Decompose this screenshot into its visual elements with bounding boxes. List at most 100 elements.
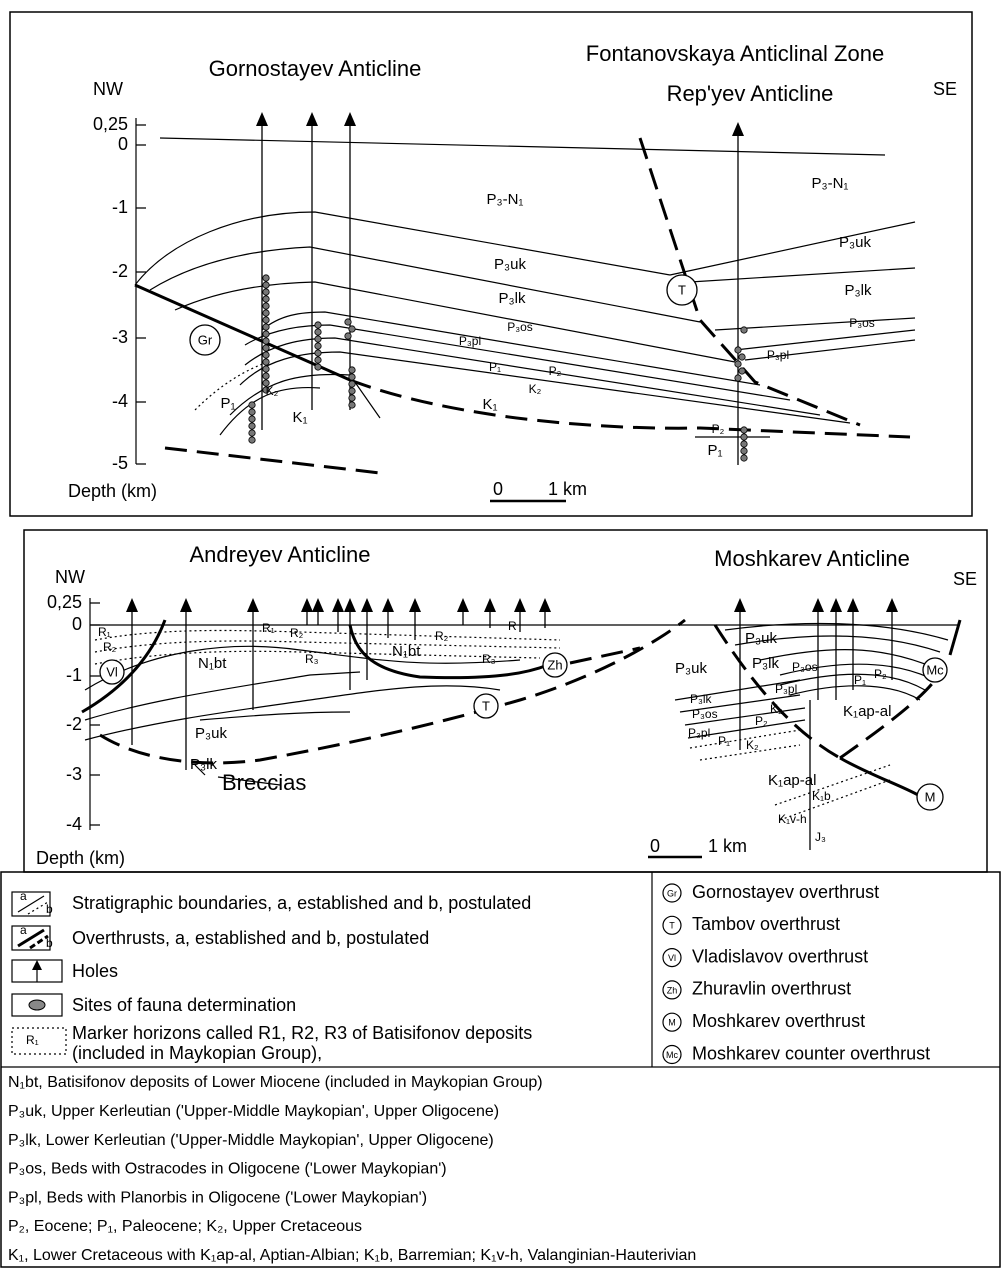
hole-arrow (830, 598, 842, 612)
unit-label: R₂ (103, 640, 117, 654)
legend-text: Gornostayev overthrust (692, 882, 879, 902)
depth-tick: -1 (66, 665, 82, 685)
legend-code: M (668, 1018, 676, 1028)
fauna-site (263, 324, 269, 330)
hole-arrow (514, 598, 526, 612)
fauna-site (249, 409, 255, 415)
depth-axis: 0,25 0 -1 -2 -3 -4 (47, 592, 100, 834)
fauna-site (315, 329, 321, 335)
legend-text: Zhuravlin overthrust (692, 979, 851, 999)
axis-label: Depth (km) (68, 481, 157, 501)
unit-label: P₂ (712, 422, 725, 436)
depth-tick: 0 (72, 614, 82, 634)
overthrust-code: Vl (106, 664, 118, 679)
fauna-site (349, 402, 355, 408)
unit-label: K₁ (292, 409, 307, 426)
fauna-site (249, 416, 255, 422)
unit-label: K₁ap-al (768, 772, 816, 789)
legend-text: Vladislavov overthrust (692, 946, 868, 966)
unit-label: P₁ (220, 395, 235, 412)
hole-arrow (847, 598, 859, 612)
notes: N₁bt, Batisifonov deposits of Lower Mioc… (8, 1074, 696, 1264)
unit-label: N₁bt (198, 655, 227, 672)
fauna-site (315, 357, 321, 363)
fauna-site (315, 350, 321, 356)
unit-label: K₂ (529, 382, 542, 396)
fauna-site (249, 423, 255, 429)
hole-arrow (484, 598, 496, 612)
legend-code: T (669, 921, 675, 931)
unit-label: K₁b (812, 789, 831, 803)
depth-axis: 0,25 0 -1 -2 -3 -4 -5 (93, 114, 146, 473)
bottom-panel (24, 530, 987, 872)
hole-arrow (332, 598, 344, 612)
unit-label: R₃ (305, 652, 319, 666)
fauna-site (263, 338, 269, 344)
unit-label: R₃ (482, 652, 496, 666)
legend-text: Tambov overthrust (692, 914, 840, 934)
note: P₃uk, Upper Kerleutian ('Upper-Middle Ma… (8, 1103, 499, 1120)
unit-label: P₃pl (688, 726, 710, 740)
depth-tick: 0,25 (93, 114, 128, 134)
scale-label: 0 (650, 836, 660, 856)
unit-label: K₁v-h (778, 812, 807, 826)
fauna-site (263, 282, 269, 288)
note: P₂, Eocene; P₁, Paleocene; K₂, Upper Cre… (8, 1218, 362, 1235)
fauna-site (349, 374, 355, 380)
unit-label: P₁ (854, 673, 866, 687)
section-title: Andreyev Anticline (190, 542, 371, 567)
overthrust-code: Zh (547, 657, 562, 672)
hole-arrow (344, 112, 356, 126)
fauna-site (263, 317, 269, 323)
fauna-site (741, 427, 747, 433)
fauna-site (735, 347, 741, 353)
horizons (135, 138, 915, 437)
hole-arrow (886, 598, 898, 612)
hole-arrow (312, 598, 324, 612)
fauna-site (263, 373, 269, 379)
unit-label: P₃os (692, 707, 718, 721)
fauna-site (349, 381, 355, 387)
depth-tick: -3 (66, 764, 82, 784)
depth-tick: -3 (112, 327, 128, 347)
fauna-site (263, 345, 269, 351)
legend-code: Gr (667, 888, 677, 898)
unit-label: P₃pl (775, 682, 797, 696)
legend-text: Marker horizons called R1, R2, R3 of Bat… (72, 1023, 532, 1043)
legend-text: (included in Maykopian Group), (72, 1043, 322, 1063)
unit-label: K₂ (770, 702, 783, 716)
fauna-site (315, 336, 321, 342)
fauna-site (263, 303, 269, 309)
overthrust-code: T (678, 282, 686, 297)
scale-label: 1 km (548, 479, 587, 499)
hole-arrow (344, 598, 356, 612)
unit-label: J₃ (815, 830, 826, 844)
legend-letter: b (46, 902, 53, 916)
fauna-site (263, 352, 269, 358)
direction: NW (55, 567, 85, 587)
note: P₃pl, Beds with Planorbis in Oligocene (… (8, 1189, 427, 1206)
hole-arrow (306, 112, 318, 126)
note: P₃lk, Lower Kerleutian ('Upper-Middle Ma… (8, 1132, 494, 1149)
overthrust-code: M (925, 789, 936, 804)
unit-label: P₃uk (745, 630, 777, 647)
unit-label: K₁ap-al (843, 703, 891, 720)
tick-marks (136, 125, 146, 464)
unit-label: N₁bt (392, 643, 421, 660)
hole-arrow (180, 598, 192, 612)
fauna-site (345, 319, 351, 325)
unit-label: R (508, 619, 517, 633)
legend-text: Sites of fauna determination (72, 995, 296, 1015)
legend-letter: b (46, 936, 53, 950)
scale-label: 1 km (708, 836, 747, 856)
unit-label: P₂ (549, 364, 562, 378)
fauna-site (735, 375, 741, 381)
hole-arrow (409, 598, 421, 612)
fauna-site (249, 402, 255, 408)
legend-letter: R₁ (26, 1033, 39, 1047)
hole-arrow (539, 598, 551, 612)
fauna-site (263, 359, 269, 365)
section-title: Rep'yev Anticline (667, 81, 834, 106)
unit-label: P₃-N₁ (811, 175, 848, 192)
unit-label: K₂ (266, 384, 279, 398)
